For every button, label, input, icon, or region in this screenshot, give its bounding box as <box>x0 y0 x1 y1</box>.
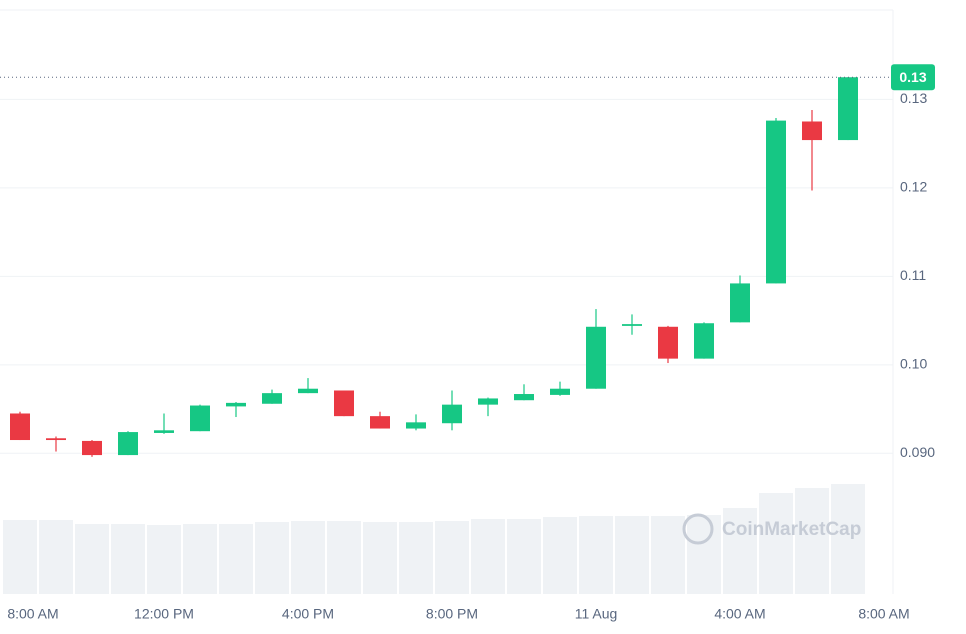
volume-bar <box>147 525 181 594</box>
volume-bar <box>795 488 829 594</box>
x-tick-label: 8:00 PM <box>426 606 478 622</box>
x-tick-label: 4:00 PM <box>282 606 334 622</box>
volume-bar <box>615 516 649 594</box>
volume-bar <box>507 519 541 594</box>
y-tick-label: 0.10 <box>900 356 927 372</box>
volume-bar <box>579 516 613 594</box>
candle-body <box>442 404 462 424</box>
candle-body <box>514 394 534 401</box>
volume-bar <box>723 508 757 594</box>
candle-body <box>550 388 570 395</box>
volume-bar <box>471 519 505 594</box>
volume-bar <box>255 522 289 594</box>
candle-body <box>766 120 786 284</box>
candle-body <box>622 324 642 326</box>
volume-bar <box>3 520 37 594</box>
volume-bar <box>759 493 793 594</box>
volume-bar <box>363 522 397 594</box>
volume-bar <box>651 516 685 594</box>
candle-body <box>226 402 246 407</box>
volume-bar <box>399 522 433 594</box>
x-tick-label: 4:00 AM <box>714 606 765 622</box>
y-tick-label: 0.12 <box>900 179 927 195</box>
volume-bar <box>435 521 469 594</box>
candle-body <box>262 393 282 404</box>
volume-bar <box>687 515 721 594</box>
y-tick-label: 0.13 <box>900 90 927 106</box>
candle-body <box>118 432 138 456</box>
candle-body <box>478 398 498 405</box>
candle-body <box>586 326 606 389</box>
candle-body <box>298 388 318 394</box>
watermark-group: CoinMarketCap <box>682 513 861 545</box>
candle-body <box>334 390 354 417</box>
current-price-label: 0.13 <box>899 69 926 85</box>
x-tick-label: 8:00 AM <box>7 606 58 622</box>
volume-bar <box>75 524 109 594</box>
candle-body <box>802 121 822 141</box>
candle-body <box>838 77 858 141</box>
x-tick-label: 11 Aug <box>575 606 618 622</box>
candle-body <box>658 326 678 359</box>
candle-body <box>10 413 30 441</box>
candle-body <box>46 438 66 441</box>
volume-bar <box>39 520 73 594</box>
x-tick-label: 8:00 AM <box>858 606 909 622</box>
candle-body <box>190 405 210 432</box>
candle-body <box>154 430 174 433</box>
y-tick-label: 0.11 <box>900 267 926 283</box>
volume-bar <box>111 524 145 594</box>
volume-bar <box>831 484 865 594</box>
candle-body <box>370 416 390 429</box>
watermark: CoinMarketCap <box>722 519 861 540</box>
y-tick-label: 0.090 <box>900 444 935 460</box>
volume-bar <box>291 521 325 594</box>
volume-bar <box>183 524 217 594</box>
watermark-logo <box>682 513 714 545</box>
volume-bar <box>327 521 361 594</box>
candle-body <box>82 440 102 456</box>
current-price-badge <box>891 64 935 91</box>
x-tick-label: 12:00 PM <box>134 606 194 622</box>
candle-body <box>406 422 426 429</box>
candle-body <box>694 323 714 359</box>
volume-bar <box>543 517 577 594</box>
candle-body <box>730 283 750 323</box>
volume-bar <box>219 524 253 594</box>
